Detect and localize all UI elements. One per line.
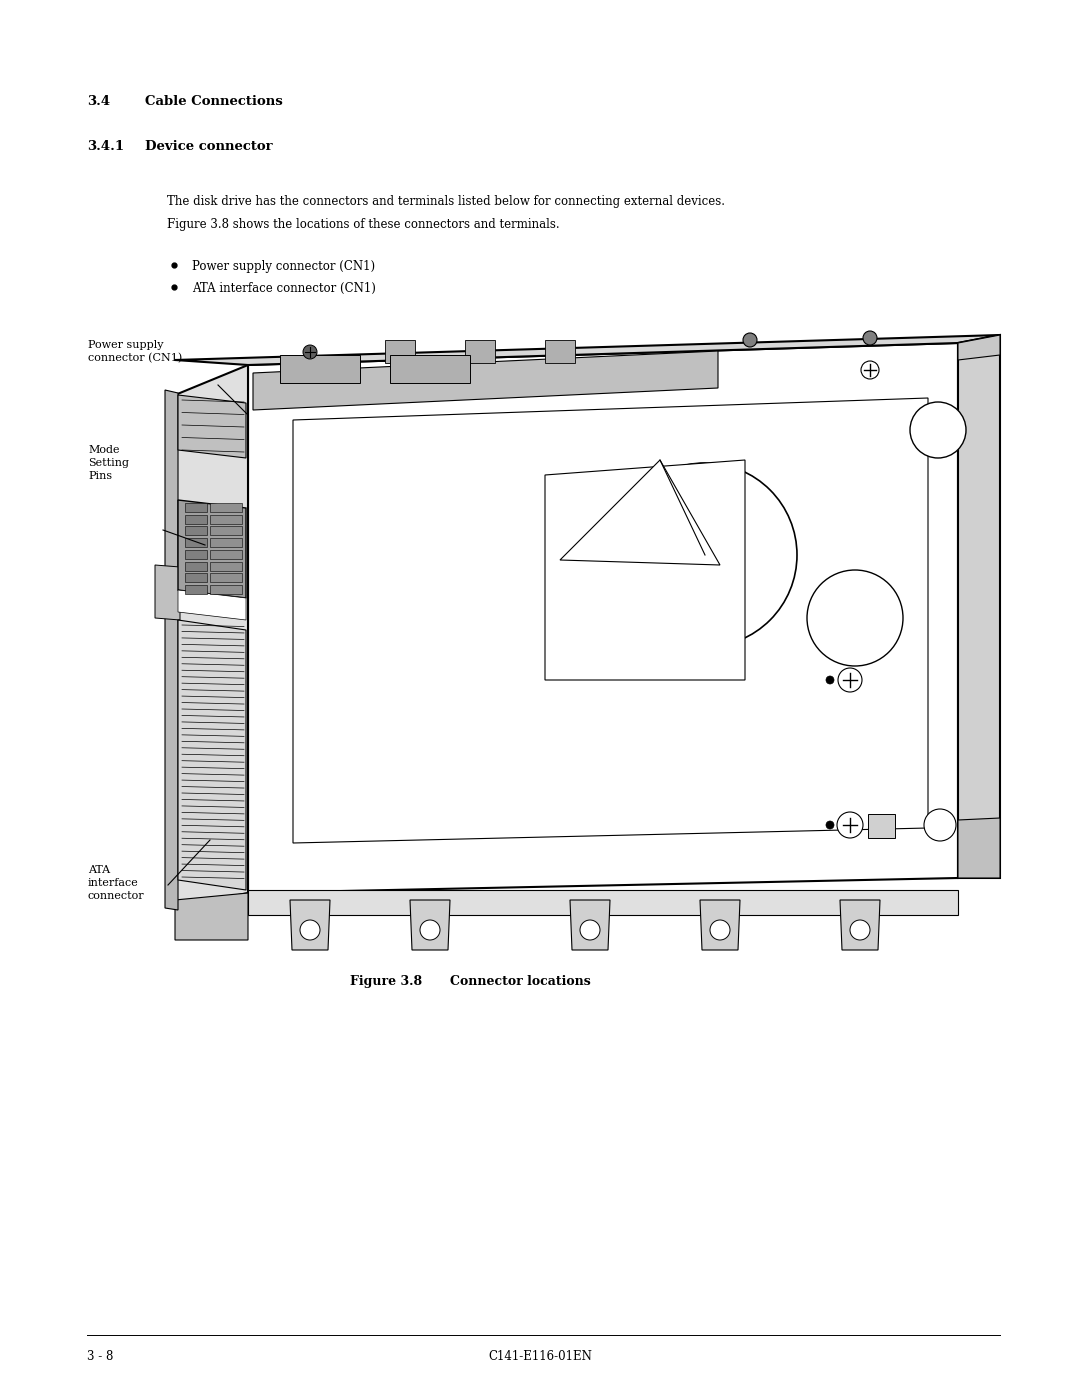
Text: Figure 3.8: Figure 3.8 xyxy=(350,975,422,988)
Circle shape xyxy=(910,402,966,458)
Polygon shape xyxy=(248,890,958,915)
Polygon shape xyxy=(410,900,450,950)
Text: ATA interface connector (CN1): ATA interface connector (CN1) xyxy=(192,282,376,295)
Polygon shape xyxy=(185,538,207,548)
Polygon shape xyxy=(210,585,242,594)
Polygon shape xyxy=(253,351,718,409)
Circle shape xyxy=(300,921,320,940)
Polygon shape xyxy=(958,335,1000,360)
Circle shape xyxy=(303,345,318,359)
Polygon shape xyxy=(178,620,246,890)
Text: Mode
Setting
Pins: Mode Setting Pins xyxy=(87,446,129,482)
Circle shape xyxy=(420,921,440,940)
Polygon shape xyxy=(545,460,745,680)
Circle shape xyxy=(826,821,834,828)
Circle shape xyxy=(863,331,877,345)
Text: 3 - 8: 3 - 8 xyxy=(87,1350,113,1363)
Polygon shape xyxy=(185,550,207,559)
Polygon shape xyxy=(868,814,895,838)
Circle shape xyxy=(807,570,903,666)
Circle shape xyxy=(710,921,730,940)
Text: Figure 3.8 shows the locations of these connectors and terminals.: Figure 3.8 shows the locations of these … xyxy=(167,218,559,231)
Polygon shape xyxy=(185,527,207,535)
Polygon shape xyxy=(210,527,242,535)
Text: Power supply
connector (CN1): Power supply connector (CN1) xyxy=(87,339,183,363)
Circle shape xyxy=(924,809,956,841)
Text: Cable Connections: Cable Connections xyxy=(145,95,283,108)
Text: Power supply connector (CN1): Power supply connector (CN1) xyxy=(192,260,375,272)
Polygon shape xyxy=(465,339,495,363)
Text: Connector locations: Connector locations xyxy=(450,975,591,988)
Circle shape xyxy=(743,332,757,346)
Circle shape xyxy=(683,534,727,577)
Polygon shape xyxy=(210,573,242,583)
Polygon shape xyxy=(175,893,248,940)
Text: 3.4: 3.4 xyxy=(87,95,110,108)
Polygon shape xyxy=(185,585,207,594)
Text: 3.4.1: 3.4.1 xyxy=(87,140,124,154)
Circle shape xyxy=(613,462,797,647)
Polygon shape xyxy=(700,900,740,950)
Polygon shape xyxy=(185,503,207,511)
Polygon shape xyxy=(545,339,575,363)
Circle shape xyxy=(580,921,600,940)
Circle shape xyxy=(826,676,834,685)
Polygon shape xyxy=(248,344,958,893)
Polygon shape xyxy=(185,573,207,583)
Polygon shape xyxy=(178,395,246,458)
Polygon shape xyxy=(561,460,720,564)
Polygon shape xyxy=(210,562,242,570)
Circle shape xyxy=(850,921,870,940)
Polygon shape xyxy=(210,503,242,511)
Text: ATA
interface
connector: ATA interface connector xyxy=(87,865,145,901)
Polygon shape xyxy=(185,514,207,524)
Polygon shape xyxy=(293,398,928,842)
Polygon shape xyxy=(958,335,1000,877)
Polygon shape xyxy=(840,900,880,950)
Polygon shape xyxy=(570,900,610,950)
Text: C141-E116-01EN: C141-E116-01EN xyxy=(488,1350,592,1363)
Text: Device connector: Device connector xyxy=(145,140,272,154)
Text: The disk drive has the connectors and terminals listed below for connecting exte: The disk drive has the connectors and te… xyxy=(167,196,725,208)
Polygon shape xyxy=(390,355,470,383)
Polygon shape xyxy=(958,819,1000,877)
Polygon shape xyxy=(175,365,248,908)
Polygon shape xyxy=(210,514,242,524)
Polygon shape xyxy=(280,355,360,383)
Polygon shape xyxy=(210,550,242,559)
Polygon shape xyxy=(210,538,242,548)
Polygon shape xyxy=(178,500,246,598)
Circle shape xyxy=(861,360,879,379)
Circle shape xyxy=(837,812,863,838)
Polygon shape xyxy=(165,390,178,909)
Polygon shape xyxy=(178,590,246,620)
Polygon shape xyxy=(291,900,330,950)
Polygon shape xyxy=(175,335,1000,365)
Circle shape xyxy=(838,668,862,692)
Polygon shape xyxy=(185,562,207,570)
Polygon shape xyxy=(384,339,415,363)
Polygon shape xyxy=(156,564,180,620)
